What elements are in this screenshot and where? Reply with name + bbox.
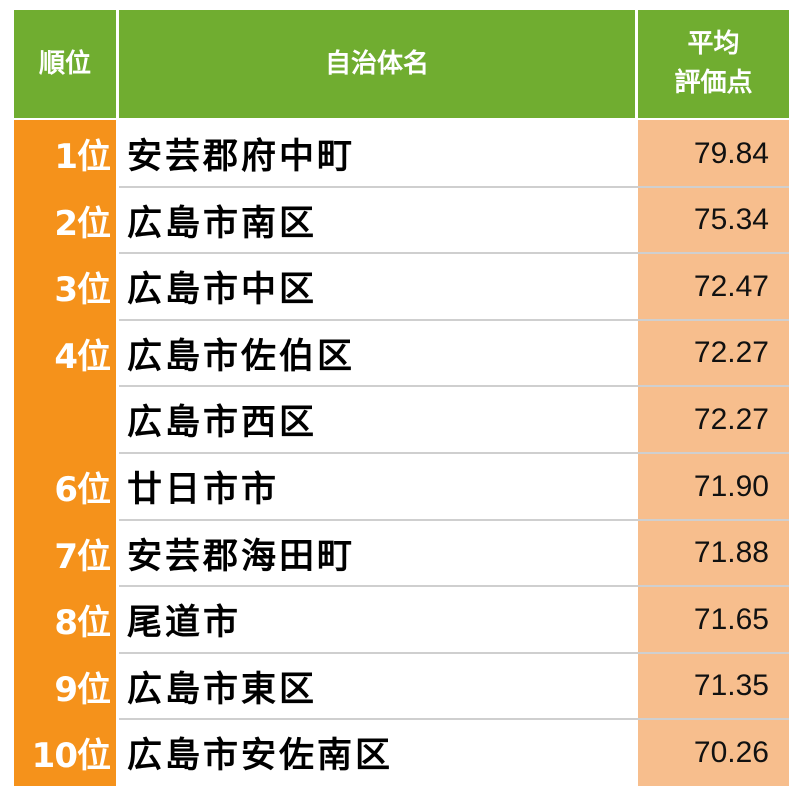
rank-cell: 9位 [54,669,111,710]
header-rank: 順位 [14,10,116,118]
municipality-name-cell: 安芸郡府中町 [127,137,356,177]
rank-cell: 3位 [54,270,111,310]
row-divider [119,186,789,188]
score-cell: 71.35 [638,653,789,719]
municipality-name-cell: 広島市西区 [127,403,318,443]
row-divider [119,519,789,521]
score-cell: 72.47 [638,253,789,320]
header-score-line2: 評価点 [674,68,753,98]
municipality-name-cell: 広島市東区 [127,669,318,710]
header-municipality-name: 自治体名 [119,10,635,118]
rank-cell [14,386,116,453]
rank-cell: 1位 [54,137,111,177]
municipality-name-cell: 尾道市 [127,603,242,643]
row-divider [119,718,789,720]
column-divider [116,10,119,118]
municipality-name-cell: 広島市南区 [127,203,318,244]
rank-column-background [14,120,116,786]
score-cell: 71.88 [638,520,789,586]
municipality-name-cell: 広島市安佐南区 [127,736,394,776]
row-divider [119,652,789,654]
row-divider [119,319,789,321]
rank-cell: 2位 [54,203,111,244]
header-score-line1: 平均 [687,29,740,59]
rank-cell: 7位 [54,536,111,577]
score-cell: 75.34 [638,187,789,253]
rank-cell: 6位 [54,470,111,510]
row-divider [119,252,789,254]
row-divider [119,385,789,387]
score-cell: 71.65 [638,586,789,653]
municipality-name-cell: 広島市佐伯区 [127,336,356,377]
municipality-name-cell: 廿日市市 [127,470,280,510]
score-cell: 71.90 [638,453,789,520]
score-cell: 70.26 [638,719,789,786]
municipality-name-cell: 安芸郡海田町 [127,536,356,577]
row-divider [119,585,789,587]
header-average-score: 平均 評価点 [638,10,789,118]
score-cell: 79.84 [638,120,789,187]
rank-cell: 4位 [54,336,111,377]
score-cell: 72.27 [638,386,789,453]
rank-cell: 8位 [54,603,111,643]
rank-cell: 10位 [31,736,111,776]
column-divider [635,10,638,118]
score-cell: 72.27 [638,320,789,386]
municipality-name-cell: 広島市中区 [127,270,318,310]
row-divider [119,452,789,454]
